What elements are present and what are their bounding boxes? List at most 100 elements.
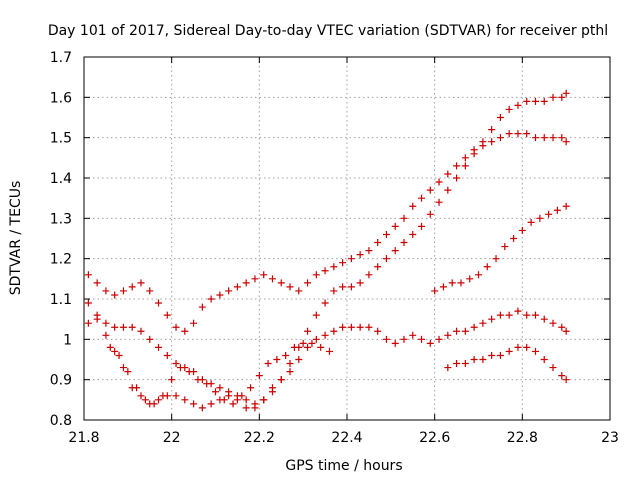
data-point bbox=[391, 222, 399, 230]
data-point bbox=[505, 105, 513, 113]
data-point bbox=[523, 311, 531, 319]
data-point bbox=[172, 323, 180, 331]
data-point bbox=[488, 126, 496, 134]
data-point bbox=[518, 226, 526, 234]
data-point bbox=[124, 368, 132, 376]
data-point bbox=[308, 339, 316, 347]
data-point bbox=[155, 396, 163, 404]
data-point bbox=[553, 206, 561, 214]
data-point bbox=[374, 263, 382, 271]
data-point bbox=[426, 186, 434, 194]
data-point bbox=[475, 271, 482, 279]
data-point bbox=[514, 101, 522, 109]
data-point bbox=[146, 335, 154, 343]
data-point bbox=[330, 327, 338, 335]
data-point bbox=[155, 299, 163, 307]
data-point bbox=[444, 170, 452, 178]
data-point bbox=[251, 275, 259, 283]
data-point bbox=[312, 271, 320, 279]
data-point bbox=[479, 319, 487, 327]
data-point bbox=[461, 154, 469, 162]
data-point bbox=[461, 162, 469, 170]
data-point bbox=[111, 291, 119, 299]
data-point bbox=[374, 239, 382, 247]
x-tick-label: 22 bbox=[163, 430, 181, 446]
data-point bbox=[496, 134, 504, 142]
data-point bbox=[356, 323, 364, 331]
data-point bbox=[453, 360, 461, 368]
x-tick-label: 22.2 bbox=[244, 430, 275, 446]
data-point bbox=[277, 376, 285, 384]
data-point bbox=[242, 396, 250, 404]
data-point bbox=[461, 360, 469, 368]
data-point bbox=[562, 89, 570, 97]
x-axis-label: GPS time / hours bbox=[285, 458, 402, 474]
data-point bbox=[435, 178, 443, 186]
data-point bbox=[321, 299, 329, 307]
data-point bbox=[251, 400, 259, 408]
data-point bbox=[549, 319, 557, 327]
data-point bbox=[299, 339, 307, 347]
data-point bbox=[444, 331, 452, 339]
data-point bbox=[549, 134, 557, 142]
data-point bbox=[365, 247, 373, 255]
y-tick-label: 1.2 bbox=[50, 252, 72, 268]
data-point bbox=[365, 323, 373, 331]
data-point bbox=[295, 287, 303, 295]
data-point bbox=[523, 343, 531, 351]
data-point bbox=[562, 376, 570, 384]
data-point bbox=[146, 287, 154, 295]
data-point bbox=[496, 311, 504, 319]
data-point bbox=[558, 323, 566, 331]
data-point bbox=[356, 251, 364, 259]
data-point bbox=[102, 331, 110, 339]
data-point bbox=[282, 351, 290, 359]
data-point bbox=[562, 138, 570, 146]
data-point bbox=[181, 396, 189, 404]
data-point bbox=[431, 287, 439, 295]
data-point bbox=[216, 384, 224, 392]
data-point bbox=[242, 404, 250, 412]
data-point bbox=[115, 351, 123, 359]
data-point bbox=[198, 303, 206, 311]
data-point bbox=[382, 230, 390, 238]
data-point bbox=[198, 404, 206, 412]
data-point bbox=[260, 396, 268, 404]
data-point bbox=[339, 283, 347, 291]
data-point bbox=[185, 368, 193, 376]
data-point bbox=[470, 356, 478, 363]
data-point bbox=[128, 323, 136, 331]
data-point bbox=[84, 319, 92, 327]
y-tick-label: 0.9 bbox=[50, 373, 72, 389]
data-point bbox=[426, 210, 434, 218]
data-point bbox=[286, 368, 294, 376]
data-point bbox=[339, 323, 347, 331]
data-point bbox=[540, 315, 548, 323]
data-point bbox=[453, 174, 461, 182]
data-point bbox=[168, 376, 176, 384]
data-point bbox=[514, 343, 522, 351]
data-point bbox=[505, 130, 513, 138]
data-point bbox=[172, 360, 180, 368]
data-point bbox=[268, 388, 276, 396]
data-point bbox=[374, 327, 382, 335]
data-point bbox=[93, 279, 101, 287]
data-point bbox=[418, 335, 426, 343]
data-point bbox=[119, 364, 127, 372]
data-point bbox=[470, 323, 478, 331]
data-point bbox=[238, 392, 246, 400]
y-tick-label: 1.4 bbox=[50, 171, 72, 187]
data-point bbox=[84, 299, 92, 307]
data-point bbox=[540, 97, 548, 105]
data-point bbox=[514, 130, 522, 138]
data-point bbox=[382, 335, 390, 343]
data-point bbox=[409, 331, 417, 339]
data-point bbox=[290, 343, 298, 351]
y-tick-label: 1.6 bbox=[50, 90, 72, 106]
data-point bbox=[365, 271, 373, 279]
data-point bbox=[347, 283, 355, 291]
data-point bbox=[461, 327, 469, 335]
data-point bbox=[225, 287, 233, 295]
data-point bbox=[102, 319, 110, 327]
